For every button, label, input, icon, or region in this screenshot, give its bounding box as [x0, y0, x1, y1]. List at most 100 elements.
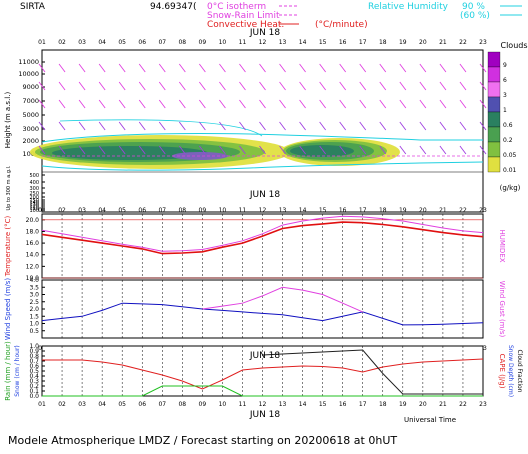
hour-tick-label: 21	[439, 39, 447, 46]
cloud-y-label-low: Up to 300 m a.g.l.	[6, 165, 12, 210]
hour-tick-label: 19	[399, 207, 407, 214]
wind-arrow	[38, 145, 46, 155]
wind-arrow	[359, 81, 367, 91]
cloud-y-tick: 500	[29, 173, 39, 179]
hour-tick-label: 15	[319, 207, 327, 214]
wind-arrow	[259, 81, 266, 91]
panel-y-tick: 20.0	[26, 217, 40, 224]
hour-tick-label: 01	[38, 39, 46, 46]
panel-y-tick: 0.9	[29, 348, 39, 355]
legend-unit: (°C/minute)	[315, 20, 368, 30]
panel-y-tick: 3.0	[29, 292, 39, 299]
hour-tick-label: 16	[339, 401, 347, 408]
wind-arrow	[158, 145, 166, 155]
series-line-rain	[42, 385, 483, 397]
wind-arrow	[459, 81, 467, 91]
legend-label: Snow-Rain Limit	[207, 11, 280, 21]
wind-arrow	[138, 145, 146, 155]
colorbar-level: 6	[503, 77, 507, 84]
wind-arrow	[38, 121, 46, 131]
wind-arrow	[158, 81, 166, 91]
hour-tick-label: 21	[439, 401, 447, 408]
wind-arrow	[118, 99, 126, 109]
wind-arrow	[319, 99, 326, 109]
hour-tick-label: 14	[299, 39, 307, 46]
wind-arrow	[58, 145, 66, 155]
wind-arrow	[439, 63, 447, 73]
legend-label: Convective Heat.	[207, 20, 284, 30]
hour-tick-label: 08	[178, 401, 186, 408]
cloud-y-tick: 250	[29, 191, 39, 197]
wind-arrow	[259, 145, 266, 155]
humidity-level: 90 %	[462, 2, 485, 12]
hour-tick-label: 12	[259, 401, 267, 408]
hour-tick-label: 07	[158, 207, 166, 214]
wind-arrow	[339, 145, 347, 155]
hour-tick-label: 14	[299, 401, 307, 408]
date-label: JUN 18	[249, 410, 281, 420]
hour-tick-label: 03	[78, 207, 86, 214]
panel-y-tick: 16.0	[26, 240, 40, 247]
wind-arrow	[98, 63, 106, 73]
wind-arrow	[379, 81, 387, 91]
cloud-panel-frame	[41, 49, 484, 213]
hour-tick-label: 09	[199, 39, 207, 46]
wind-arrow	[38, 81, 46, 91]
colorbar-level: 0.2	[503, 137, 513, 144]
wind-arrow	[98, 99, 106, 109]
panel-y-label: Wind Speed (m/s)	[4, 278, 12, 341]
universal-time-label: Universal Time	[404, 416, 456, 424]
colorbar-swatch	[487, 156, 501, 173]
hour-tick-label: 04	[98, 39, 106, 46]
hour-tick-label: 17	[359, 401, 367, 408]
humidity-contour	[41, 132, 483, 143]
wind-arrow	[399, 99, 407, 109]
wind-arrow	[459, 99, 467, 109]
hour-tick-label: 20	[419, 401, 427, 408]
date-label: JUN 18	[249, 351, 281, 361]
panel-y-tick: 3.5	[29, 284, 39, 291]
hour-tick-label: 17	[359, 207, 367, 214]
wind-arrow	[319, 63, 326, 73]
colorbar-unit: (g/kg)	[500, 184, 521, 192]
wind-arrow	[279, 63, 286, 73]
hour-tick-label: 16	[339, 207, 347, 214]
hour-tick-label: 22	[459, 401, 467, 408]
wind-arrow	[319, 145, 326, 155]
wind-arrow	[399, 63, 407, 73]
hour-tick-label: 07	[158, 401, 166, 408]
wind-arrow	[98, 121, 106, 131]
panel-y-label-right: Wind Gust (m/s)	[498, 281, 506, 338]
cloud-y-tick: 5000	[22, 111, 39, 119]
panel-y-tick: 0.3	[29, 378, 39, 385]
wind-arrow	[58, 99, 66, 109]
panel-y-tick: 1.0	[29, 321, 39, 328]
wind-arrow	[259, 121, 266, 131]
hour-tick-label: 08	[178, 207, 186, 214]
series-line-cloud-fraction	[262, 349, 483, 395]
cloud-y-tick: 100	[29, 208, 39, 214]
wind-arrow	[439, 121, 447, 131]
wind-arrow	[58, 63, 66, 73]
wind-arrow	[299, 145, 306, 155]
hour-tick-label: 01	[38, 401, 46, 408]
hour-tick-label: 22	[459, 39, 467, 46]
wind-arrow	[199, 63, 206, 73]
wind-arrow	[339, 99, 347, 109]
wind-arrow	[279, 81, 286, 91]
legend-label: 0°C isotherm	[207, 2, 266, 12]
wind-arrow	[199, 145, 206, 155]
panel-y-tick: 2.0	[29, 306, 39, 313]
hour-tick-label: 18	[379, 207, 387, 214]
wind-arrow	[38, 99, 46, 109]
humidity-level: (60 %)	[460, 11, 490, 21]
wind-arrow	[58, 121, 66, 131]
cloud-y-tick: 300	[29, 186, 39, 192]
hour-tick-label: 11	[239, 207, 247, 214]
cloud-y-tick: 9000	[22, 83, 39, 91]
wind-arrow	[379, 145, 387, 155]
hour-tick-label: 12	[259, 207, 267, 214]
wind-arrow	[138, 81, 146, 91]
wind-arrow	[98, 145, 106, 155]
cloud-y-tick: 110	[29, 206, 39, 212]
